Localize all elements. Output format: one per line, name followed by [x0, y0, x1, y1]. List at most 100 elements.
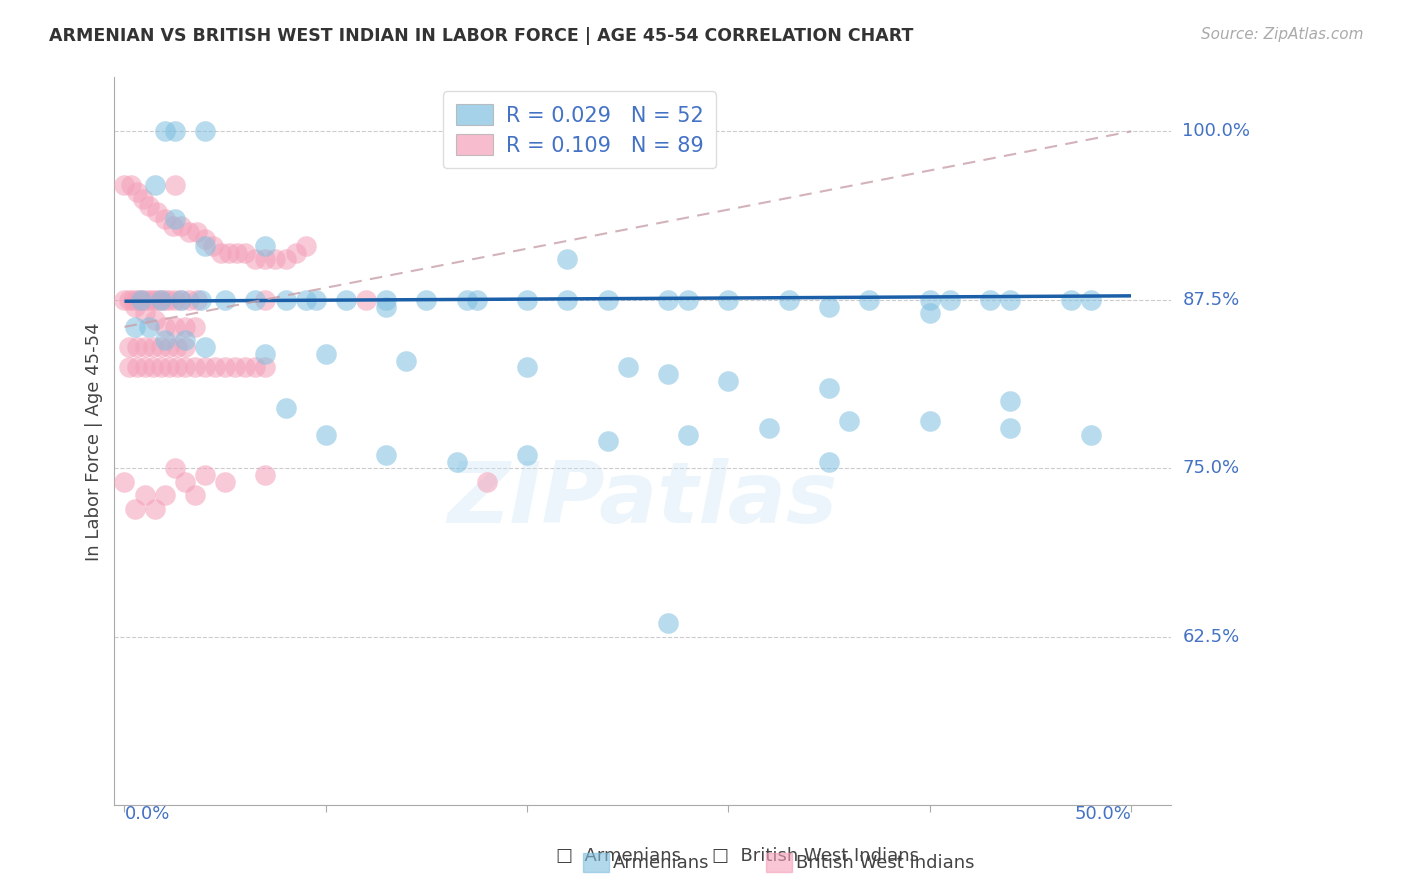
Point	[557, 252, 579, 267]
Point	[186, 293, 208, 307]
Point	[616, 360, 638, 375]
Text: Source: ZipAtlas.com: Source: ZipAtlas.com	[1201, 27, 1364, 42]
Point	[170, 219, 193, 233]
Point	[375, 448, 398, 462]
Point	[657, 616, 679, 631]
Point	[153, 319, 176, 334]
Point	[153, 293, 176, 307]
Point	[134, 293, 156, 307]
Point	[918, 306, 941, 320]
Point	[979, 293, 1001, 307]
Point	[194, 340, 217, 354]
Point	[209, 245, 232, 260]
Point	[274, 252, 297, 267]
Text: Armenians: Armenians	[613, 854, 710, 871]
Point	[818, 380, 841, 394]
Text: ARMENIAN VS BRITISH WEST INDIAN IN LABOR FORCE | AGE 45-54 CORRELATION CHART: ARMENIAN VS BRITISH WEST INDIAN IN LABOR…	[49, 27, 914, 45]
Point	[124, 501, 146, 516]
Point	[177, 226, 200, 240]
Point	[1000, 394, 1022, 409]
Point	[657, 293, 679, 307]
Point	[143, 501, 166, 516]
Point	[163, 124, 186, 138]
Point	[184, 488, 207, 502]
Point	[177, 293, 200, 307]
Point	[226, 245, 249, 260]
Point	[918, 293, 941, 307]
Point	[186, 226, 208, 240]
Point	[224, 360, 246, 375]
Point	[858, 293, 880, 307]
Point	[264, 252, 287, 267]
Point	[153, 334, 176, 348]
Legend: R = 0.029   N = 52, R = 0.109   N = 89: R = 0.029 N = 52, R = 0.109 N = 89	[443, 92, 716, 169]
Point	[254, 347, 277, 361]
Point	[254, 239, 277, 253]
Point	[395, 353, 418, 368]
Point	[918, 414, 941, 428]
Point	[596, 434, 619, 449]
Point	[125, 360, 148, 375]
Point	[596, 293, 619, 307]
Point	[166, 340, 188, 354]
Point	[153, 488, 176, 502]
Point	[214, 475, 236, 489]
Point	[456, 293, 478, 307]
Point	[204, 360, 226, 375]
Point	[125, 185, 148, 199]
Point	[516, 360, 538, 375]
Point	[117, 293, 139, 307]
Point	[274, 293, 297, 307]
Text: 75.0%: 75.0%	[1182, 459, 1240, 477]
Point	[184, 360, 207, 375]
Point	[245, 360, 267, 375]
Text: □  Armenians: □ Armenians	[557, 847, 681, 865]
Point	[163, 212, 186, 227]
Point	[516, 448, 538, 462]
Point	[173, 334, 195, 348]
Point	[446, 455, 468, 469]
Point	[138, 319, 160, 334]
Point	[245, 252, 267, 267]
Point	[218, 245, 240, 260]
Point	[254, 252, 277, 267]
Text: ZIPatlas: ZIPatlas	[447, 458, 838, 541]
Point	[170, 293, 193, 307]
Point	[138, 198, 160, 212]
Y-axis label: In Labor Force | Age 45-54: In Labor Force | Age 45-54	[86, 322, 103, 561]
Point	[173, 475, 195, 489]
Point	[274, 401, 297, 415]
Point	[157, 360, 180, 375]
Point	[166, 360, 188, 375]
Point	[1080, 293, 1102, 307]
Point	[134, 360, 156, 375]
Point	[254, 293, 277, 307]
Point	[117, 360, 139, 375]
Point	[117, 340, 139, 354]
Point	[157, 340, 180, 354]
Point	[124, 319, 146, 334]
Point	[163, 178, 186, 193]
Point	[1059, 293, 1081, 307]
Point	[778, 293, 800, 307]
Point	[194, 124, 217, 138]
Point	[375, 293, 398, 307]
Point	[294, 239, 316, 253]
Point	[838, 414, 860, 428]
Point	[284, 245, 307, 260]
Point	[131, 192, 153, 206]
Point	[375, 300, 398, 314]
Point	[758, 421, 780, 435]
Point	[294, 293, 316, 307]
Point	[1000, 293, 1022, 307]
Text: 100.0%: 100.0%	[1182, 122, 1250, 140]
Point	[149, 293, 172, 307]
Point	[1000, 421, 1022, 435]
Point	[214, 293, 236, 307]
Point	[415, 293, 437, 307]
Point	[114, 475, 136, 489]
Point	[173, 360, 195, 375]
Point	[149, 340, 172, 354]
Text: 62.5%: 62.5%	[1182, 628, 1240, 646]
Point	[717, 374, 740, 388]
